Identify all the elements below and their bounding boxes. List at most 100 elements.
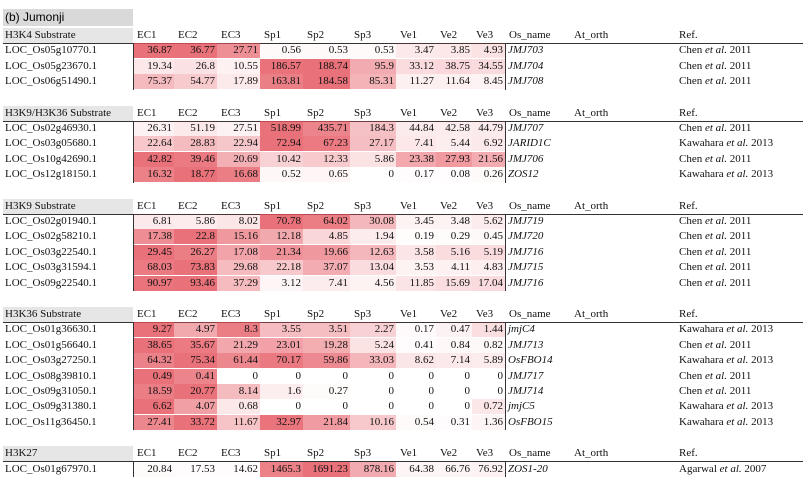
ref-author: Chen: [679, 230, 703, 243]
expression-cell: 85.31: [350, 74, 396, 90]
expression-cell: 21.29: [217, 337, 260, 353]
expression-cell: 72.94: [260, 136, 303, 152]
column-header: Sp2: [307, 29, 325, 41]
column-header: EC3: [221, 106, 241, 119]
ref-year: 2013: [751, 354, 774, 367]
gene-id: LOC_Os08g39810.1: [5, 369, 97, 382]
panel-title: (b) Jumonji: [3, 9, 133, 26]
os-name: jmjC4: [508, 323, 535, 336]
expression-cell: 11.27: [396, 74, 436, 90]
section-label: H3K27: [3, 446, 133, 462]
column-header: Os_name: [509, 199, 551, 212]
expression-cell: 0.72: [472, 399, 505, 415]
ref-author: Chen: [679, 59, 703, 72]
os-name: JMJ713: [508, 338, 544, 351]
column-header: EC3: [221, 447, 241, 460]
gene-id: LOC_Os06g51490.1: [5, 75, 97, 88]
ref-etal: et al.: [704, 369, 727, 382]
expression-cell: 0: [295, 369, 302, 382]
expression-cell: 64.32: [133, 353, 174, 369]
column-header: Os_name: [509, 106, 551, 119]
column-header: Sp1: [264, 199, 282, 212]
section-label: H3K9/H3K36 Substrate: [3, 105, 133, 121]
column-header: EC1: [137, 447, 157, 460]
column-header: EC2: [178, 106, 198, 119]
column-header: Ve1: [400, 308, 418, 320]
gene-id: LOC_Os10g42690.1: [5, 152, 97, 165]
ref-year: 2011: [729, 276, 752, 289]
ref-etal: et al.: [704, 276, 727, 289]
gene-id: LOC_Os03g31594.1: [5, 261, 97, 274]
right-rule: [505, 214, 506, 291]
expression-cell: 3.58: [396, 244, 436, 260]
gene-id: LOC_Os11g36450.1: [5, 415, 97, 428]
column-header: Os_name: [509, 308, 551, 320]
expression-cell: 70.17: [260, 353, 303, 369]
expression-cell: 3.53: [396, 260, 436, 276]
column-header: Ve2: [440, 308, 458, 320]
ref-year: 2011: [729, 369, 752, 382]
expression-cell: 0.26: [472, 167, 505, 182]
os-name: JMJ707: [508, 122, 544, 134]
expression-cell: 33.12: [396, 58, 436, 74]
expression-cell: 10.55: [217, 58, 260, 74]
ref-etal: et al.: [719, 462, 742, 475]
expression-cell: 184.3: [350, 121, 396, 136]
ref-year: 2013: [751, 415, 774, 428]
expression-cell: 0: [497, 385, 504, 397]
section-label: H3K4 Substrate: [3, 28, 133, 43]
expression-cell: 42.82: [133, 151, 174, 167]
expression-cell: 76.92: [472, 461, 505, 477]
column-header: EC3: [221, 308, 241, 320]
ref-etal: et al.: [704, 385, 727, 397]
ref-etal: et al.: [704, 44, 727, 57]
expression-cell: 21.34: [260, 244, 303, 260]
column-header: At_orth: [574, 199, 609, 212]
ref-etal: et al.: [704, 338, 727, 351]
column-header: At_orth: [574, 106, 609, 119]
expression-cell: 61.44: [217, 353, 260, 369]
expression-cell: 0.53: [350, 43, 396, 58]
gene-id: LOC_Os03g05680.1: [5, 137, 97, 150]
column-header: Sp2: [307, 447, 325, 460]
ref-etal: et al.: [726, 400, 749, 413]
expression-cell: 8.14: [217, 384, 260, 399]
column-header: Ref.: [679, 308, 698, 320]
reference: Chen et al. 2011: [679, 229, 751, 244]
expression-cell: 44.84: [396, 121, 436, 136]
os-name: JMJ708: [508, 75, 544, 88]
os-name: ZOS1-20: [508, 462, 548, 475]
expression-cell: 0.53: [303, 43, 350, 58]
expression-cell: 27.41: [133, 414, 174, 430]
column-header: Sp2: [307, 106, 325, 119]
expression-cell: 0: [464, 385, 471, 397]
expression-cell: 4.56: [350, 275, 396, 291]
expression-cell: 59.86: [303, 353, 350, 369]
expression-cell: 90.97: [133, 275, 174, 291]
ref-etal: et al.: [704, 152, 727, 165]
reference: Chen et al. 2011: [679, 121, 751, 136]
left-rule: [133, 214, 134, 291]
left-rule: [133, 121, 134, 183]
expression-cell: 15.69: [436, 275, 472, 291]
expression-cell: 19.28: [303, 337, 350, 353]
ref-etal: et al.: [704, 245, 727, 258]
expression-cell: 0.47: [436, 322, 472, 338]
expression-cell: 22.18: [260, 260, 303, 276]
column-header: At_orth: [574, 447, 609, 460]
expression-cell: 3.45: [396, 214, 436, 229]
ref-year: 2007: [744, 462, 767, 475]
expression-cell: 27.51: [217, 121, 260, 136]
expression-cell: 68.03: [133, 260, 174, 276]
header-rule: [3, 321, 803, 323]
column-header: Ve3: [476, 29, 494, 41]
reference: Kawahara et al. 2013: [679, 136, 773, 151]
column-header: Ve1: [400, 29, 418, 41]
expression-cell: 6.81: [133, 214, 174, 229]
column-header: At_orth: [574, 308, 609, 320]
expression-cell: 5.89: [472, 353, 505, 369]
column-header: Ref.: [679, 106, 698, 119]
column-header: Sp3: [354, 29, 372, 41]
column-header: Ve3: [476, 447, 494, 460]
